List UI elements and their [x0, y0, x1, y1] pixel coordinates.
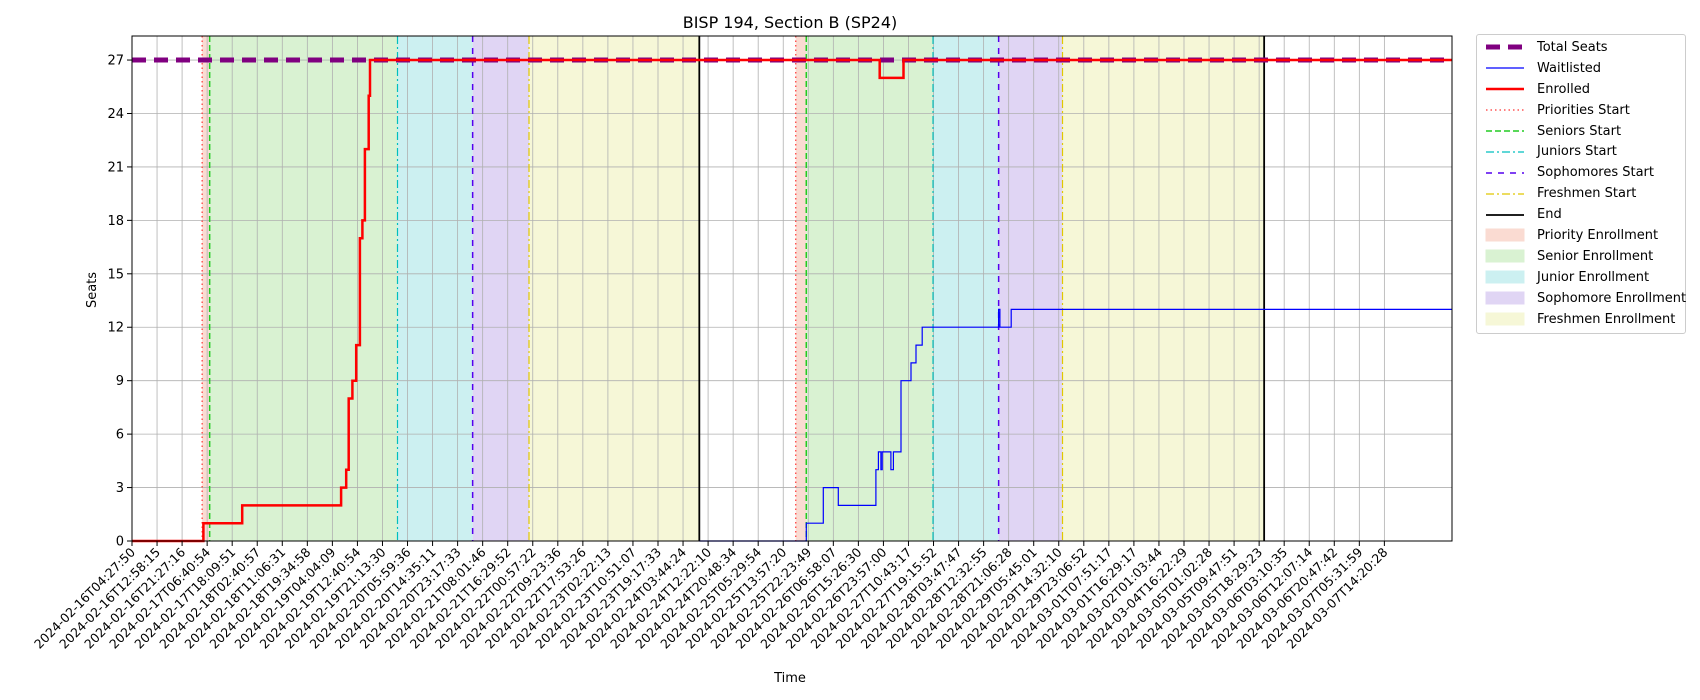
legend-swatch — [1485, 166, 1525, 180]
legend-swatch — [1485, 249, 1525, 263]
series-waitlisted — [699, 308, 1452, 542]
x-axis-ticks: 2024-02-16T04:27:502024-02-16T12:58:1520… — [31, 541, 1391, 652]
chart-title: BISP 194, Section B (SP24) — [683, 13, 898, 32]
plot-frame — [131, 35, 1453, 542]
legend-item: Sophomores Start — [1477, 162, 1685, 183]
legend-label: Senior Enrollment — [1537, 248, 1654, 264]
legend-item: Freshmen Enrollment — [1477, 309, 1685, 330]
shaded-region-priority-enrollment — [795, 36, 807, 541]
legend-item: Waitlisted — [1477, 58, 1685, 79]
legend-swatch — [1485, 40, 1525, 54]
legend-swatch — [1485, 312, 1525, 326]
legend-item: Freshmen Start — [1477, 183, 1685, 204]
legend-item: Priority Enrollment — [1477, 225, 1685, 246]
legend-item: Senior Enrollment — [1477, 246, 1685, 267]
shaded-region-senior-enrollment — [209, 36, 398, 541]
legend-label: Total Seats — [1537, 39, 1608, 55]
shaded-region-junior-enrollment — [933, 36, 999, 541]
legend-label: Sophomore Enrollment — [1537, 290, 1687, 306]
shaded-region-priority-enrollment — [202, 36, 210, 541]
enrollment-period-shading — [202, 36, 1265, 541]
legend-swatch — [1485, 228, 1525, 242]
legend-item: Juniors Start — [1477, 141, 1685, 162]
y-tick-label: 24 — [107, 107, 124, 122]
x-axis-label: Time — [773, 671, 806, 686]
legend-swatch — [1485, 82, 1525, 96]
legend-label: Freshmen Enrollment — [1537, 311, 1676, 327]
y-tick-label: 6 — [116, 428, 124, 443]
legend-swatch — [1485, 103, 1525, 117]
legend-label: Priority Enrollment — [1537, 227, 1659, 243]
shaded-region-junior-enrollment — [397, 36, 473, 541]
grid-lines — [131, 36, 1452, 542]
y-tick-label: 3 — [116, 481, 124, 496]
shaded-region-senior-enrollment — [806, 36, 934, 541]
legend-swatch — [1485, 61, 1525, 75]
y-tick-label: 0 — [116, 535, 124, 550]
y-tick-label: 18 — [107, 214, 124, 229]
shaded-region-sophomore-enrollment — [998, 36, 1063, 541]
y-tick-label: 9 — [116, 374, 124, 389]
legend-label: Junior Enrollment — [1537, 269, 1650, 285]
legend-label: Seniors Start — [1537, 123, 1622, 139]
period-start-lines — [201, 36, 1266, 541]
legend-swatch — [1485, 145, 1525, 159]
shaded-region-freshmen-enrollment — [529, 36, 700, 541]
chart-legend: Total Seats Waitlisted Enrolled Priorities … — [1476, 34, 1687, 335]
legend-item: Seniors Start — [1477, 121, 1685, 142]
legend-swatch — [1485, 291, 1525, 305]
legend-label: Enrolled — [1537, 81, 1590, 97]
legend-item: Total Seats — [1477, 37, 1685, 58]
legend-label: Juniors Start — [1537, 144, 1617, 160]
y-axis-label: Seats — [85, 272, 100, 308]
legend-swatch — [1485, 187, 1525, 201]
legend-item: Junior Enrollment — [1477, 267, 1685, 288]
legend-swatch — [1485, 208, 1525, 222]
legend-label: End — [1537, 207, 1562, 223]
y-tick-label: 15 — [107, 267, 124, 282]
y-axis-ticks: 0 3 6 9 12 15 18 21 24 27 — [107, 54, 132, 550]
series-lines — [132, 57, 1452, 543]
legend-swatch — [1485, 124, 1525, 138]
series-enrolled — [132, 58, 1452, 543]
legend-swatch — [1485, 270, 1525, 284]
legend-item: Priorities Start — [1477, 100, 1685, 121]
legend-label: Freshmen Start — [1537, 186, 1637, 202]
y-tick-label: 21 — [107, 160, 124, 175]
shaded-region-freshmen-enrollment — [1062, 36, 1265, 541]
legend-label: Sophomores Start — [1537, 165, 1654, 181]
legend-label: Priorities Start — [1537, 102, 1630, 118]
shaded-region-sophomore-enrollment — [472, 36, 530, 541]
y-tick-label: 12 — [107, 321, 124, 336]
legend-item: Sophomore Enrollment — [1477, 288, 1687, 309]
legend-label: Waitlisted — [1537, 60, 1602, 76]
legend-item: End — [1477, 204, 1685, 225]
y-tick-label: 27 — [107, 54, 124, 69]
legend-item: Enrolled — [1477, 79, 1685, 100]
